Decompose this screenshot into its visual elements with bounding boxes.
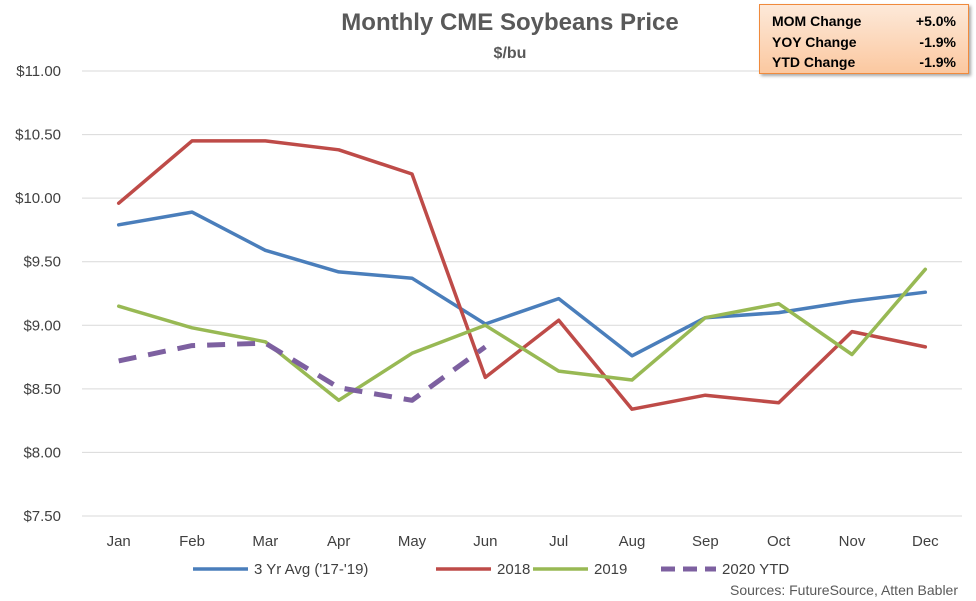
x-tick-label: May [398,533,427,550]
stat-row-mom: MOM Change +5.0% [772,11,956,32]
stat-label: YTD Change [772,54,856,70]
legend-label: 3 Yr Avg ('17-'19) [254,561,368,578]
stat-value: -1.9% [919,54,956,70]
legend: 3 Yr Avg ('17-'19) 2018 2019 2020 YTD [193,561,789,578]
chart-subtitle: $/bu [494,45,527,62]
source-note: Sources: FutureSource, Atten Babler [730,582,958,598]
stat-value: -1.9% [919,33,956,50]
x-tick-label: Jun [473,533,497,550]
x-tick-label: Jan [107,533,131,550]
y-tick-label: $10.00 [15,190,61,207]
series-line-2 [116,267,928,403]
x-tick-label: Apr [327,533,350,550]
y-tick-label: $10.50 [15,127,61,144]
x-tick-label: Jul [549,533,568,550]
x-tick-label: Sep [692,533,719,550]
x-tick-label: Feb [179,533,205,550]
x-axis-ticks: Jan Feb Mar Apr May Jun Jul Aug Sep Oct Nov Dec [107,533,940,550]
x-tick-label: Aug [619,533,646,550]
y-tick-label: $7.50 [23,508,61,525]
series-line-0 [116,210,928,358]
stat-label: YOY Change [772,33,857,50]
series-lines [116,139,928,411]
gridlines [82,70,962,517]
stat-row-yoy: YOY Change -1.9% [772,32,956,53]
y-tick-label: $11.00 [16,63,61,80]
x-tick-label: Oct [767,533,791,550]
x-tick-label: Nov [839,533,866,550]
legend-label: 2019 [594,561,627,578]
stats-box: MOM Change +5.0% YOY Change -1.9% YTD Ch… [759,4,969,74]
y-tick-label: $9.50 [23,254,61,271]
y-axis-ticks: $7.50 $8.00 $8.50 $9.00 $9.50 $10.00 $10.50 $11… [15,63,61,525]
chart-title: Monthly CME Soybeans Price [341,9,678,36]
x-tick-label: Dec [912,533,939,550]
legend-label: 2020 YTD [722,561,789,578]
series-line-1 [116,139,928,411]
y-tick-label: $8.50 [23,381,61,398]
stat-row-ytd: YTD Change -1.9% [772,52,956,73]
y-tick-label: $9.00 [23,317,61,334]
legend-label: 2018 [497,561,530,578]
stat-label: MOM Change [772,13,862,29]
stat-value: +5.0% [915,13,956,29]
series-line-3 [118,340,487,403]
x-tick-label: Mar [252,533,278,550]
y-tick-label: $8.00 [23,444,61,461]
